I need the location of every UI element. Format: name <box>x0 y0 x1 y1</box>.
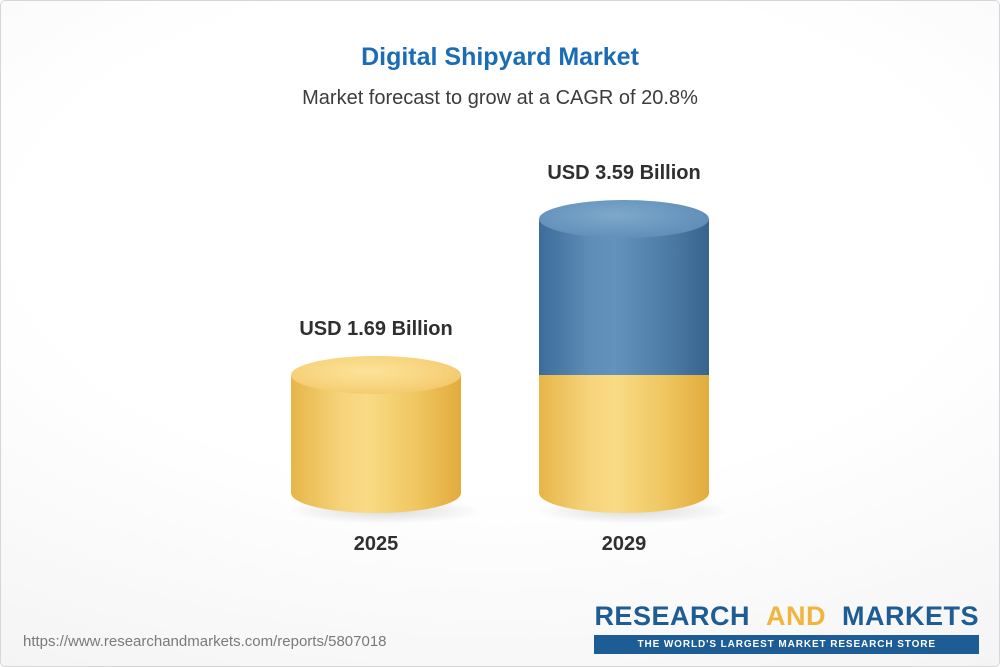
logo-word-and: AND <box>765 601 826 631</box>
chart-header: Digital Shipyard Market Market forecast … <box>1 1 999 110</box>
chart-subtitle: Market forecast to grow at a CAGR of 20.… <box>302 87 698 109</box>
logo-word-markets: MARKETS <box>842 601 979 631</box>
chart-area: USD 1.69 Billion 2025 USD 3.59 Billion 2… <box>1 162 999 556</box>
cylinder-cap-2029 <box>539 200 709 238</box>
cylinder-2029 <box>535 200 731 525</box>
report-url: https://www.researchandmarkets.com/repor… <box>23 633 387 650</box>
x-axis-label-2025: 2025 <box>353 533 399 556</box>
research-and-markets-logo: RESEARCH AND MARKETS THE WORLD'S LARGEST… <box>594 601 979 654</box>
logo-word-research: RESEARCH <box>594 601 750 631</box>
chart-title: Digital Shipyard Market <box>361 43 639 71</box>
cylinder-growth-segment-2029 <box>539 219 709 375</box>
bar-value-label-2029: USD 3.59 Billion <box>547 162 701 184</box>
x-axis-label-2029: 2029 <box>601 533 647 556</box>
cylinder-body-2025 <box>291 374 461 514</box>
logo-wordmark: RESEARCH AND MARKETS <box>594 601 979 632</box>
bar-value-label-2025: USD 1.69 Billion <box>299 317 453 340</box>
cylinder-base-segment-2029 <box>539 374 709 514</box>
bar-group-2025: USD 1.69 Billion 2025 <box>287 317 483 557</box>
logo-tagline: THE WORLD'S LARGEST MARKET RESEARCH STOR… <box>594 635 979 654</box>
cylinder-2025 <box>287 355 483 525</box>
cylinder-cap-2025 <box>291 355 461 394</box>
bar-group-2029: USD 3.59 Billion 2029 <box>535 162 731 556</box>
